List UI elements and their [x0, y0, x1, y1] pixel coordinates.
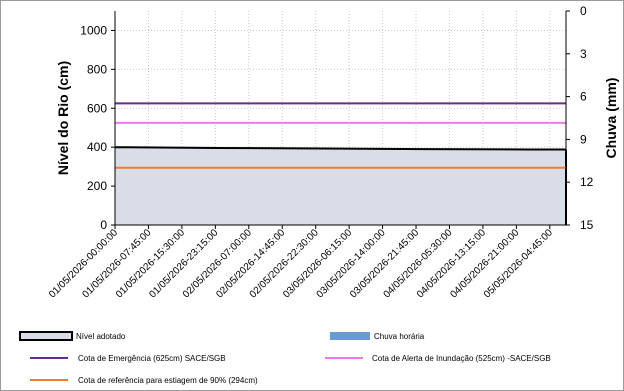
series-nivel-line — [114, 146, 566, 151]
legend-swatch-chuva — [330, 332, 370, 340]
y2-tick-label-5: 15 — [580, 218, 594, 232]
y2-axis-title: Chuva (mm) — [603, 78, 619, 159]
y2-tick-label-0: 0 — [580, 4, 587, 18]
legend-label-estiagem: Cota de referência para estiagem de 90% … — [78, 376, 258, 385]
legend: Nível adotado Chuva horária Cota de Emer… — [19, 331, 551, 385]
y-tick-label-1: 200 — [87, 179, 107, 193]
y-tick-label-5: 1000 — [80, 23, 107, 37]
series-nivel-area — [115, 147, 566, 225]
y2-tick-label-4: 12 — [580, 175, 594, 189]
y-tick-label-2: 400 — [87, 140, 107, 154]
y-axis-title: Nível do Rio (cm) — [55, 61, 71, 175]
legend-label-chuva: Chuva horária — [374, 332, 425, 341]
y2-tick-labels: 0 3 6 9 12 15 — [566, 4, 594, 232]
y-tick-label-0: 0 — [100, 218, 107, 232]
axes — [114, 11, 567, 226]
y-tick-label-3: 600 — [87, 101, 107, 115]
legend-label-alerta: Cota de Alerta de Inundação (525cm) -SAC… — [372, 354, 551, 363]
y-tick-labels: 0 200 400 600 800 1000 — [80, 23, 115, 232]
legend-label-emergencia: Cota de Emergência (625cm) SACE/SGB — [78, 354, 226, 363]
level-area — [114, 146, 567, 225]
y2-tick-label-2: 6 — [580, 90, 587, 104]
legend-label-nivel: Nível adotado — [76, 332, 126, 341]
y2-tick-label-3: 9 — [580, 132, 587, 146]
y2-tick-label-1: 3 — [580, 47, 587, 61]
y-tick-label-4: 800 — [87, 62, 107, 76]
legend-swatch-nivel — [19, 331, 73, 341]
reference-lines — [115, 102, 566, 169]
